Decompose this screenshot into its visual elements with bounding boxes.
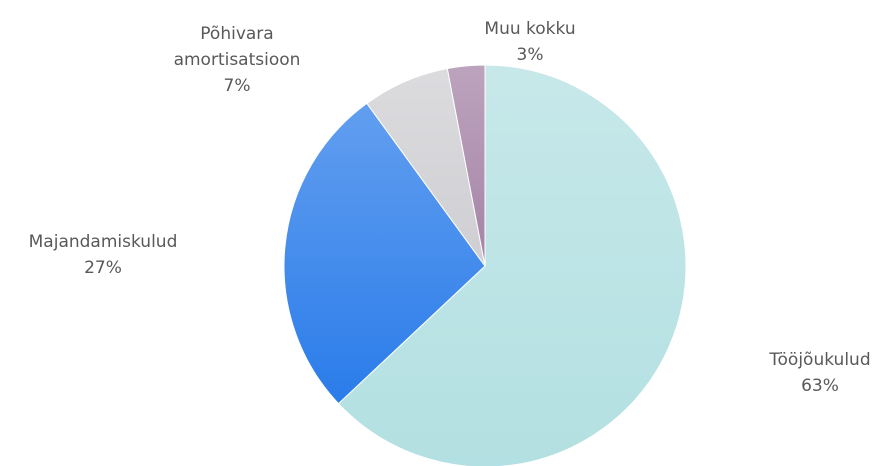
category-label: Majandamiskulud bbox=[28, 232, 178, 252]
slice-label: Muu kokku 3% bbox=[484, 16, 575, 68]
category-label: Muu kokku bbox=[484, 19, 576, 39]
value-label: 63% bbox=[801, 376, 839, 396]
slice-label: Majandamiskulud 27% bbox=[29, 229, 178, 281]
value-label: 3% bbox=[516, 45, 544, 65]
value-label: 7% bbox=[223, 76, 251, 96]
value-label: 27% bbox=[84, 258, 122, 278]
category-label: Tööjõukulud bbox=[769, 350, 871, 370]
slice-label: Tööjõukulud 63% bbox=[769, 347, 870, 399]
category-label: Põhivara amortisatsioon bbox=[173, 24, 301, 70]
slice-label: Põhivara amortisatsioon 7% bbox=[174, 21, 301, 99]
